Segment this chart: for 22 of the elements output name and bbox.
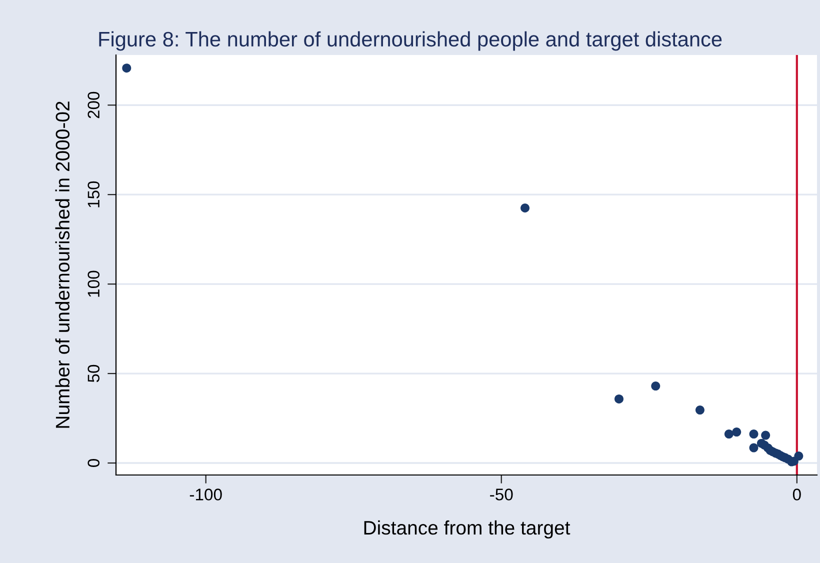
point	[760, 440, 769, 450]
x-axis-title: Distance from the target	[364, 520, 570, 539]
y-tick-label: 50	[88, 364, 100, 382]
point	[122, 64, 132, 73]
x-tick-label: 0	[792, 488, 801, 500]
point	[614, 394, 624, 404]
point	[732, 428, 742, 437]
chart-title: Figure 8: The number of undernourished people and target distance	[99, 31, 722, 51]
point	[749, 443, 758, 452]
x-tick-label: -50	[490, 488, 513, 500]
y-tick-label: 200	[88, 92, 100, 118]
point	[749, 430, 758, 439]
point	[520, 204, 530, 213]
point	[651, 382, 660, 391]
y-axis-title: Number of undernourished in 2000-02	[55, 102, 70, 428]
x-tick-label: -100	[190, 488, 222, 500]
y-tick-label: 100	[88, 270, 100, 297]
y-tick-label: 150	[88, 181, 100, 208]
point	[724, 430, 734, 439]
point	[761, 430, 770, 440]
y-tick-label: 0	[88, 459, 100, 467]
point	[695, 406, 704, 415]
